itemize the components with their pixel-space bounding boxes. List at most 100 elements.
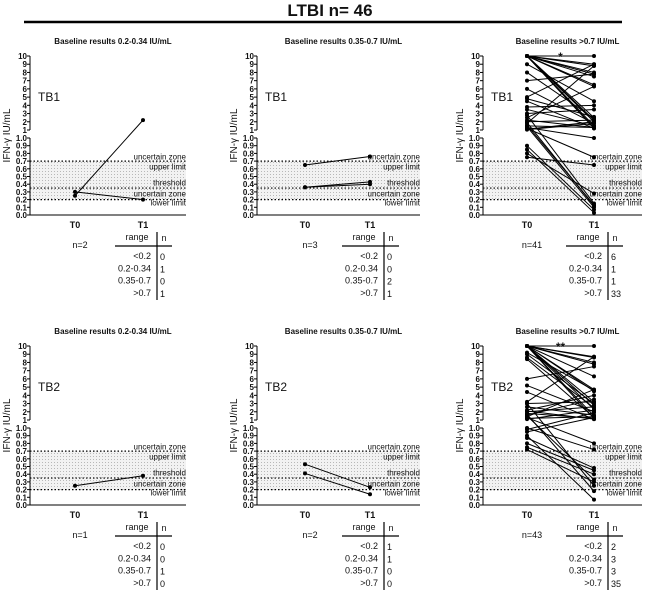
point-t1 — [592, 468, 596, 473]
subject-line — [526, 406, 595, 416]
subject-line — [526, 357, 595, 409]
y-axis-label: IFN-γ IU/mL — [2, 398, 13, 452]
table-range-cell: 0.35-0.7 — [118, 566, 151, 576]
y-tick-label: 0.8 — [469, 439, 481, 448]
subject-line — [74, 191, 144, 201]
subject-line — [526, 413, 595, 492]
y-tick-label: 6 — [250, 85, 255, 94]
y-tick-label: 10 — [471, 342, 480, 351]
x-tick-label-t1: T1 — [138, 510, 149, 520]
y-tick-label: 5 — [476, 383, 481, 392]
y-tick-label: 0.0 — [243, 501, 255, 510]
y-tick-label: 1.0 — [243, 424, 255, 433]
table-range-cell: 0.2-0.34 — [345, 263, 378, 273]
reference-label: upper limit — [383, 162, 421, 171]
y-tick-label: 0.9 — [469, 142, 481, 151]
point-t1 — [592, 354, 596, 359]
point-t0 — [525, 376, 529, 381]
subject-line — [304, 155, 371, 166]
y-tick-label: 0.1 — [243, 493, 255, 502]
point-t1 — [592, 84, 596, 89]
table-n-cell: 3 — [611, 567, 616, 577]
y-tick-label: 7 — [250, 77, 255, 86]
reference-label: threshold — [153, 469, 186, 478]
reference-label: lower limit — [384, 489, 420, 498]
y-tick-label: 0.2 — [16, 196, 28, 205]
subject-line — [526, 121, 595, 130]
table-n-cell: 1 — [387, 554, 392, 564]
table-header-range: range — [576, 232, 599, 242]
table-range-cell: 0.2-0.34 — [569, 263, 602, 273]
y-tick-label: 4 — [250, 391, 255, 400]
y-tick-label: 0.7 — [16, 447, 28, 456]
y-tick-label: 8 — [23, 358, 28, 367]
reference-label: threshold — [387, 469, 420, 478]
point-t0 — [303, 471, 307, 476]
y-tick-label: 2 — [476, 408, 481, 417]
subject-line — [304, 183, 371, 188]
point-t0 — [525, 86, 529, 91]
subject-line — [526, 127, 595, 158]
y-tick-label: 0.7 — [243, 447, 255, 456]
y-tick-label: 0.5 — [469, 173, 481, 182]
subject-line — [526, 449, 595, 483]
y-tick-label: 0.8 — [243, 439, 255, 448]
panel-4: Baseline results 0.2-0.34 IU/mL uncertain… — [2, 327, 187, 590]
y-tick-label: 1 — [250, 416, 255, 425]
panel-label: TB2 — [38, 380, 60, 394]
significance-marker: * — [558, 50, 563, 64]
point-t1 — [592, 121, 596, 126]
point-t1 — [592, 483, 596, 488]
point-t1 — [592, 191, 596, 196]
y-tick-label: 3 — [23, 400, 28, 409]
reference-label: lower limit — [606, 489, 642, 498]
table-header-range: range — [125, 522, 148, 532]
y-tick-label: 8 — [23, 68, 28, 77]
subject-line — [526, 356, 595, 403]
panel-label: TB1 — [38, 90, 60, 104]
subject-line — [526, 98, 595, 118]
table-range-cell: 0.35-0.7 — [345, 276, 378, 286]
y-tick-label: 0.4 — [469, 470, 481, 479]
reference-label: threshold — [609, 179, 642, 188]
panel-title: Baseline results 0.35-0.7 IU/mL — [285, 37, 403, 46]
point-t0 — [525, 143, 529, 148]
y-tick-label: 0.5 — [16, 463, 28, 472]
point-t1 — [592, 103, 596, 108]
subject-line — [526, 104, 595, 108]
subject-line — [526, 417, 595, 433]
reference-label: uncertain zone — [134, 442, 187, 451]
reference-label: lower limit — [150, 489, 186, 498]
table-n-cell: 6 — [611, 252, 616, 262]
y-tick-label: 1 — [250, 126, 255, 135]
y-tick-label: 9 — [23, 60, 28, 69]
panel-2: Baseline results 0.35-0.7 IU/mL uncertain… — [229, 37, 421, 300]
point-t0 — [525, 412, 529, 417]
y-tick-label: 1.0 — [469, 134, 481, 143]
y-tick-label: 0.3 — [243, 188, 255, 197]
significance-marker: ** — [556, 340, 566, 354]
table-range-cell: >0.7 — [133, 578, 151, 588]
point-t1 — [592, 99, 596, 104]
y-tick-label: 2 — [250, 408, 255, 417]
y-tick-label: 0.8 — [16, 439, 28, 448]
point-t1 — [368, 182, 372, 187]
point-t1 — [592, 136, 596, 140]
table-n-cell: 2 — [387, 277, 392, 287]
x-tick-label-t0: T0 — [522, 510, 533, 520]
point-t0 — [303, 462, 307, 467]
reference-label: uncertain zone — [368, 479, 421, 488]
x-tick-label-t0: T0 — [300, 220, 311, 230]
y-tick-label: 0.7 — [16, 157, 28, 166]
y-tick-label: 1.0 — [243, 134, 255, 143]
y-axis-label: IFN-γ IU/mL — [455, 108, 466, 162]
panel-label: TB2 — [491, 380, 513, 394]
subject-line — [526, 100, 595, 129]
table-range-cell: 0.2-0.34 — [118, 263, 151, 273]
point-t0 — [525, 155, 529, 160]
y-tick-label: 0.4 — [469, 180, 481, 189]
y-tick-label: 0.2 — [16, 486, 28, 495]
table-range-cell: <0.2 — [133, 251, 151, 261]
y-tick-label: 8 — [250, 68, 255, 77]
panel-5: Baseline results 0.35-0.7 IU/mL uncertain… — [229, 327, 421, 590]
